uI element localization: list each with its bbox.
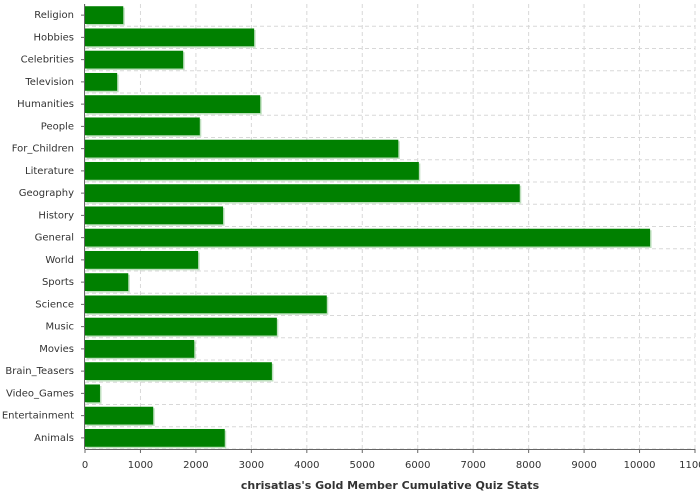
y-tick-label: Celebrities (21, 55, 74, 66)
bar (85, 117, 200, 136)
x-tick-label: 0 (82, 460, 88, 471)
bar (85, 250, 199, 269)
y-tick-label: Television (24, 77, 74, 88)
bar (85, 6, 124, 25)
bar (85, 428, 225, 447)
bar (85, 228, 651, 247)
bar (85, 50, 184, 69)
bar (85, 362, 272, 381)
bar (85, 384, 100, 403)
y-tick-label: World (45, 255, 74, 266)
y-tick-label: People (41, 121, 74, 132)
x-tick-label: 1000 (128, 460, 153, 471)
bar (85, 273, 129, 292)
bar (85, 139, 399, 158)
bar (85, 95, 261, 114)
y-tick-label: Entertainment (2, 411, 74, 422)
y-tick-label: Humanities (17, 99, 74, 110)
bar (85, 406, 154, 425)
y-tick-label: Video_Games (6, 388, 74, 399)
y-tick-label: Sports (42, 277, 74, 288)
y-tick-label: Music (46, 322, 74, 333)
x-tick-label: 10000 (624, 460, 656, 471)
x-tick-label: 6000 (405, 460, 430, 471)
bar (85, 161, 419, 180)
x-tick-label: 7000 (460, 460, 485, 471)
bar (85, 317, 277, 336)
bar (85, 28, 255, 47)
bar (85, 206, 224, 225)
x-tick-label: 3000 (239, 460, 264, 471)
y-tick-label: Brain_Teasers (5, 366, 74, 377)
y-tick-label: History (38, 210, 74, 221)
x-tick-label: 11000 (679, 460, 700, 471)
bar (85, 295, 327, 314)
x-tick-label: 2000 (183, 460, 208, 471)
chart-title: chrisatlas's Gold Member Cumulative Quiz… (241, 479, 540, 492)
y-tick-label: Animals (34, 433, 74, 444)
bar (85, 184, 520, 203)
bar (85, 339, 195, 358)
y-tick-label: Movies (39, 344, 74, 355)
y-tick-label: Literature (25, 166, 74, 177)
y-tick-label: Geography (19, 188, 74, 199)
y-tick-label: Science (35, 299, 74, 310)
x-tick-label: 8000 (516, 460, 541, 471)
y-tick-label: General (35, 233, 74, 244)
y-tick-label: For_Children (12, 144, 74, 155)
y-tick-label: Hobbies (34, 32, 74, 43)
x-tick-label: 5000 (350, 460, 375, 471)
y-tick-label: Religion (34, 10, 74, 21)
bar (85, 72, 118, 91)
x-tick-label: 4000 (294, 460, 319, 471)
x-tick-label: 9000 (571, 460, 596, 471)
